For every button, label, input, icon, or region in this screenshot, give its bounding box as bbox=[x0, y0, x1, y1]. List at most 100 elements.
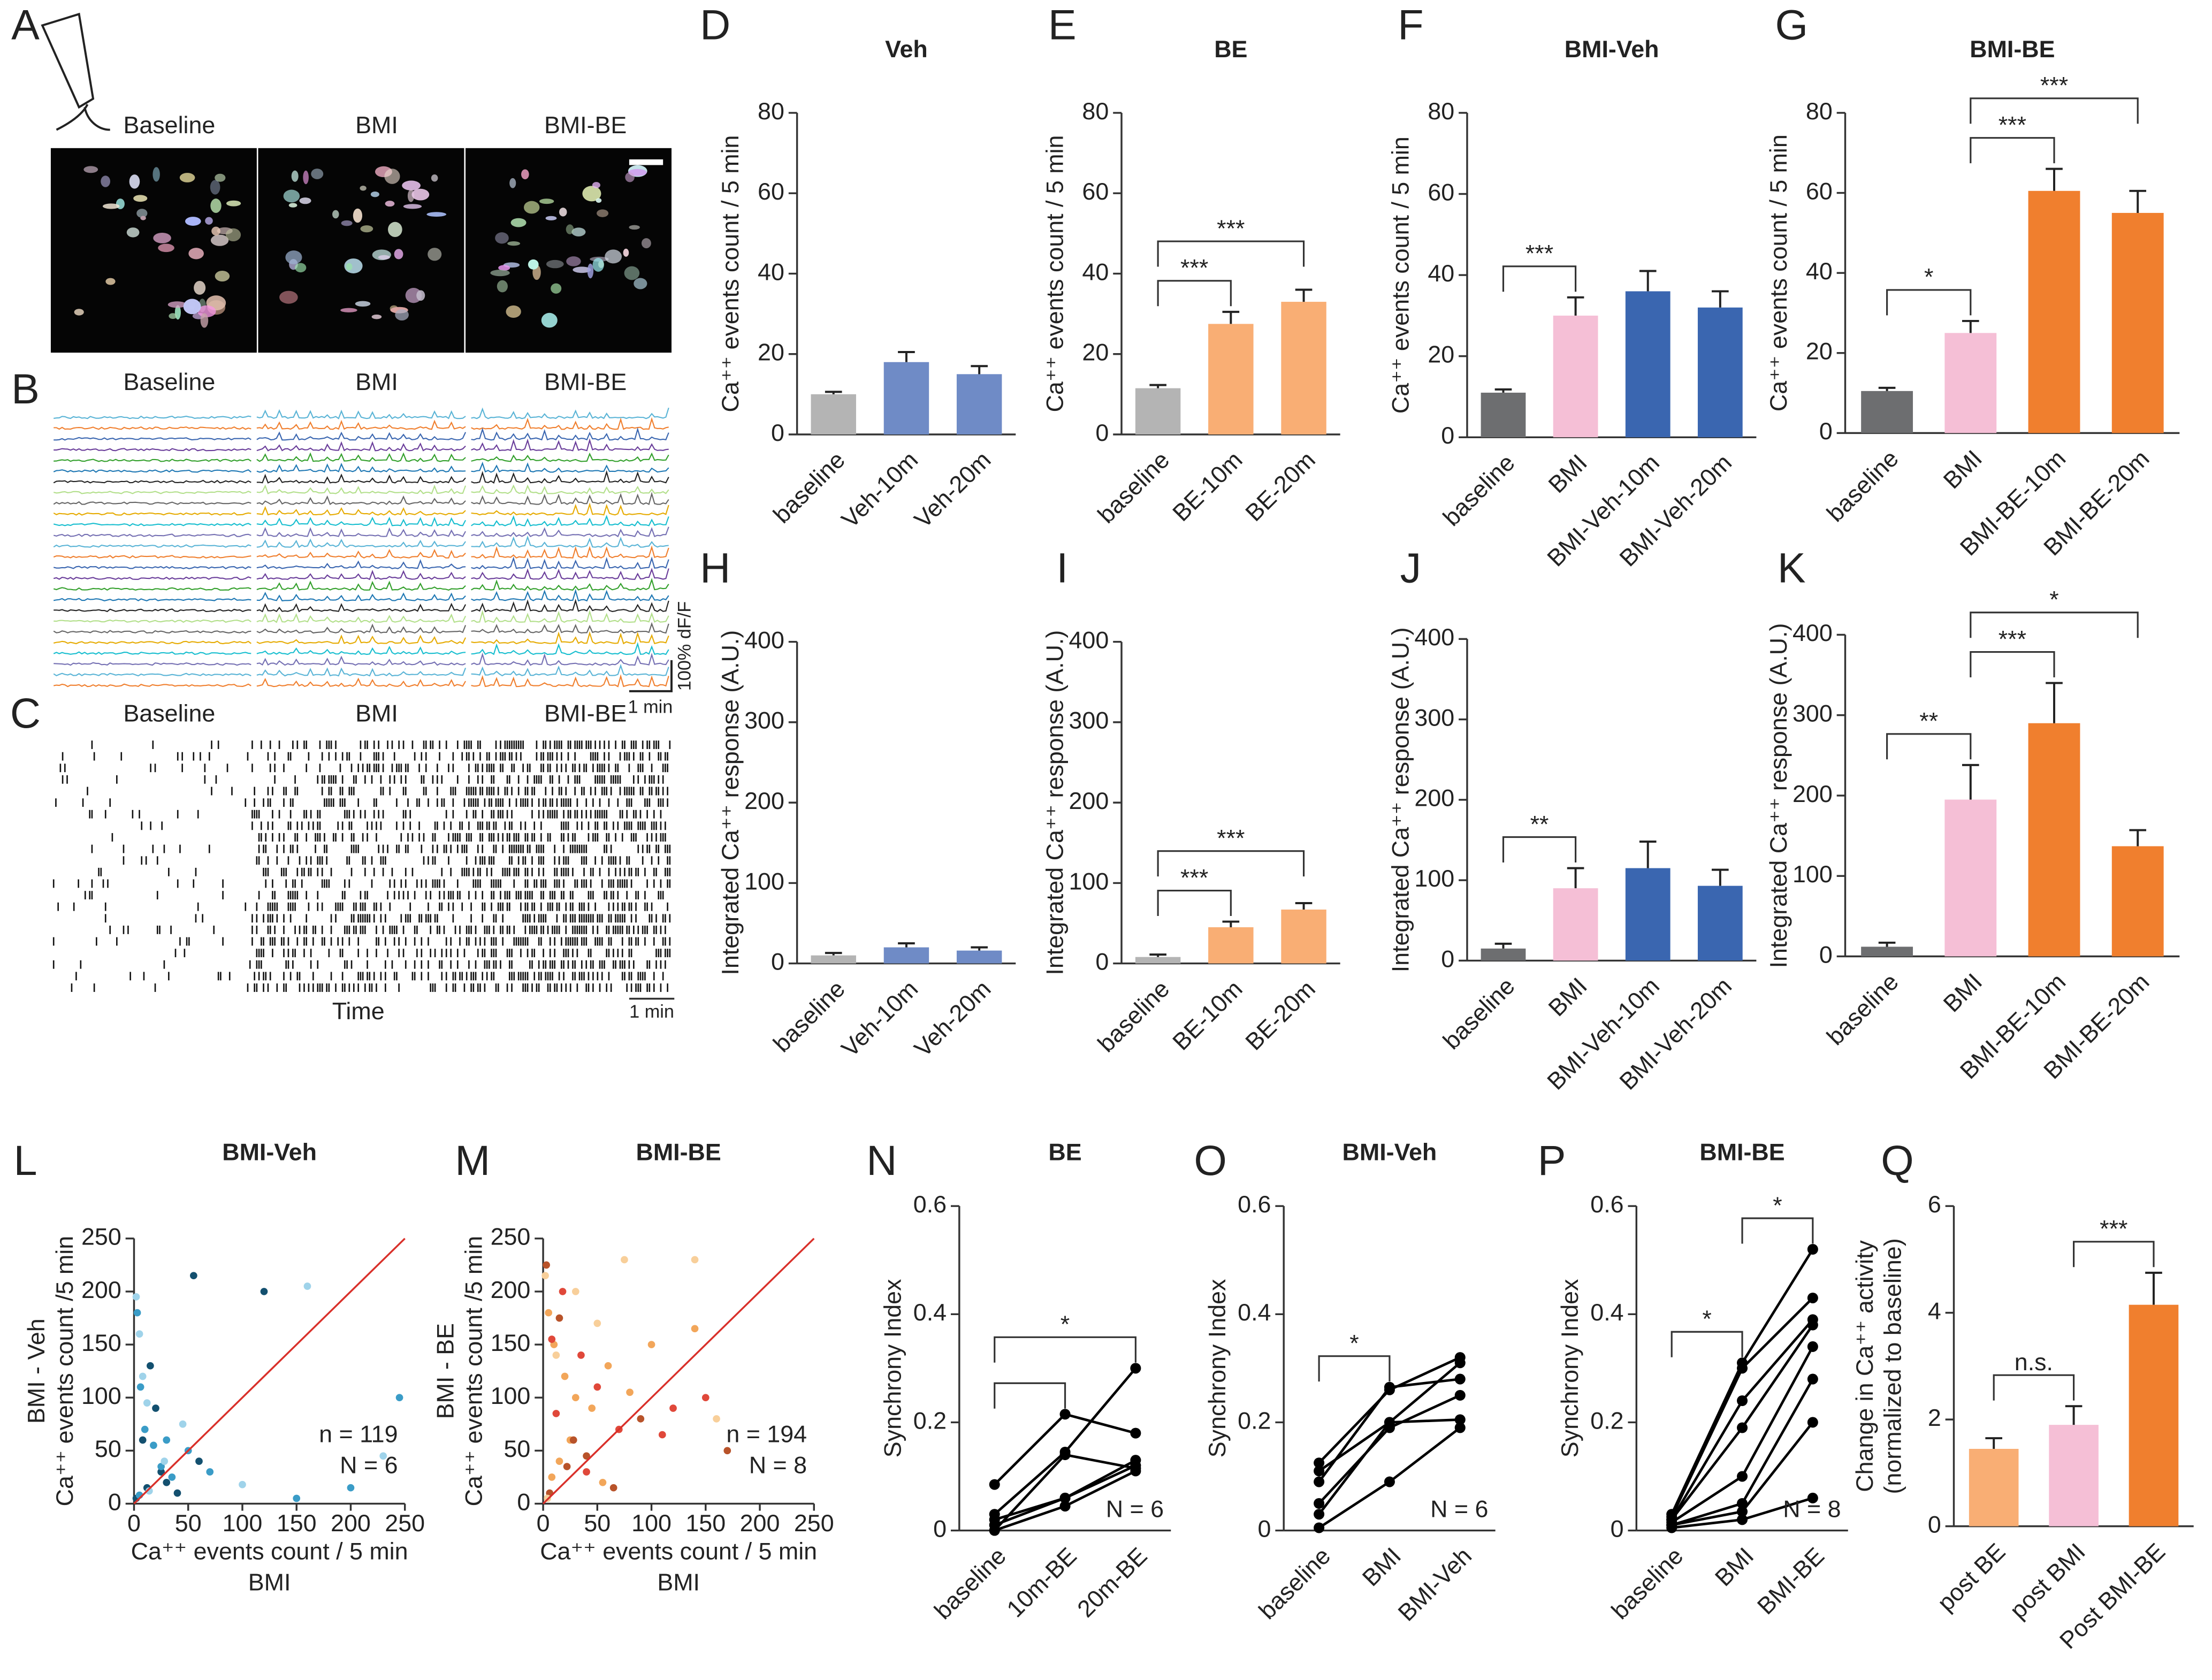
x-tick-label: 50 bbox=[175, 1510, 202, 1537]
scatter-point bbox=[571, 1394, 579, 1402]
subject-point bbox=[1059, 1409, 1071, 1420]
bar bbox=[1135, 388, 1181, 435]
subject-point bbox=[1807, 1341, 1818, 1352]
y-tick-label: 400 bbox=[744, 627, 784, 653]
y-tick-label: 0 bbox=[1611, 1515, 1624, 1542]
significance-label: ** bbox=[1530, 811, 1549, 837]
cell-blob bbox=[285, 250, 302, 264]
calcium-trace bbox=[471, 578, 669, 591]
cell-blob bbox=[545, 216, 557, 220]
cell-blob bbox=[74, 309, 84, 316]
error-bar bbox=[1494, 942, 1512, 949]
scatter-point bbox=[555, 1314, 563, 1322]
significance-bracket bbox=[1970, 97, 2139, 124]
subject-point bbox=[1059, 1449, 1071, 1461]
scatter-point bbox=[658, 1431, 666, 1439]
subject-point bbox=[1130, 1363, 1141, 1374]
chart-title: BMI-Veh bbox=[222, 1139, 317, 1165]
cell-blob bbox=[183, 299, 201, 315]
calcium-trace bbox=[54, 437, 251, 441]
calcium-trace bbox=[54, 598, 251, 601]
calcium-trace bbox=[53, 566, 251, 569]
identity-line bbox=[133, 1238, 406, 1505]
scatter-point bbox=[563, 1463, 571, 1470]
y-tick-label: 0.4 bbox=[1238, 1299, 1271, 1326]
calcium-trace bbox=[256, 645, 466, 655]
significance-bracket bbox=[1157, 240, 1305, 267]
calcium-trace bbox=[256, 655, 466, 666]
scatter-point bbox=[173, 1489, 181, 1497]
cell-blob bbox=[291, 170, 299, 182]
calcium-trace bbox=[471, 622, 669, 634]
significance-label: *** bbox=[2100, 1216, 2127, 1242]
y-axis-label: Ca⁺⁺ events count / 5 min bbox=[1765, 134, 1792, 411]
significance-label: ** bbox=[1919, 708, 1938, 735]
scatter-point bbox=[541, 1272, 549, 1280]
pipette-icon bbox=[41, 12, 110, 131]
y-axis-label: Synchrony Index bbox=[1557, 1279, 1583, 1458]
subject-point bbox=[1384, 1476, 1395, 1487]
y-tick-label: 6 bbox=[1928, 1191, 1941, 1218]
y-tick-label: 300 bbox=[1793, 700, 1833, 727]
calcium-trace bbox=[256, 613, 467, 623]
error-bar bbox=[1639, 841, 1657, 868]
significance-label: *** bbox=[1180, 864, 1208, 891]
cell-blob bbox=[158, 243, 174, 253]
cell-blob bbox=[215, 173, 226, 182]
x-axis-label: BMI bbox=[248, 1569, 291, 1596]
error-bar bbox=[1567, 296, 1584, 316]
cell-blob bbox=[385, 201, 395, 207]
cell-blob bbox=[507, 241, 521, 246]
y-tick-label: 50 bbox=[504, 1435, 531, 1462]
error-bar bbox=[1639, 270, 1657, 292]
y-tick-label: 20 bbox=[1428, 341, 1454, 368]
annotation: n = 194 bbox=[726, 1421, 807, 1448]
chart-title: BMI-Veh bbox=[1343, 1139, 1437, 1165]
bar bbox=[2111, 846, 2164, 957]
scatter-point bbox=[139, 1372, 147, 1380]
cell-blob bbox=[194, 280, 206, 295]
calcium-trace bbox=[256, 538, 466, 548]
error-bar bbox=[1149, 953, 1166, 957]
significance-label: *** bbox=[1180, 255, 1208, 281]
calcium-trace bbox=[471, 484, 669, 494]
calcium-trace bbox=[471, 609, 669, 623]
panel-letter: P bbox=[1538, 1136, 1566, 1184]
scatter-point bbox=[723, 1447, 731, 1455]
scatter-point bbox=[604, 1362, 612, 1370]
scatter-point bbox=[179, 1420, 187, 1428]
y-axis-label: Synchrony Index bbox=[879, 1279, 906, 1458]
subject-point bbox=[1737, 1514, 1748, 1525]
cell-blob bbox=[623, 248, 629, 257]
subject-point bbox=[1314, 1476, 1325, 1487]
y-tick-label: 0 bbox=[771, 949, 784, 975]
subject-point bbox=[1737, 1471, 1748, 1482]
cell-blob bbox=[559, 208, 567, 217]
calcium-trace bbox=[53, 469, 251, 473]
cell-blob bbox=[541, 312, 558, 328]
error-bar bbox=[1295, 288, 1313, 302]
subject-point bbox=[1807, 1292, 1818, 1303]
y-tick-label: 0 bbox=[1095, 419, 1109, 446]
cell-blob bbox=[105, 278, 116, 285]
significance-bracket bbox=[1502, 265, 1577, 292]
calcium-trace bbox=[256, 667, 467, 677]
cell-blob bbox=[152, 167, 160, 182]
error-bar bbox=[971, 365, 988, 375]
calcium-trace bbox=[54, 426, 251, 430]
scatter-point bbox=[157, 1463, 165, 1470]
scatter-point bbox=[145, 1487, 153, 1495]
cell-blob bbox=[395, 309, 409, 320]
scatter-point bbox=[691, 1325, 699, 1333]
y-tick-label: 0 bbox=[933, 1515, 947, 1542]
calcium-trace bbox=[53, 673, 251, 677]
subject-point bbox=[989, 1479, 1000, 1490]
bar bbox=[1135, 957, 1181, 964]
cell-blob bbox=[167, 301, 187, 308]
calcium-trace bbox=[256, 419, 466, 430]
cell-blob bbox=[642, 238, 651, 249]
cell-blob bbox=[129, 174, 140, 189]
y-axis-label: BMI - Veh bbox=[23, 1318, 50, 1424]
